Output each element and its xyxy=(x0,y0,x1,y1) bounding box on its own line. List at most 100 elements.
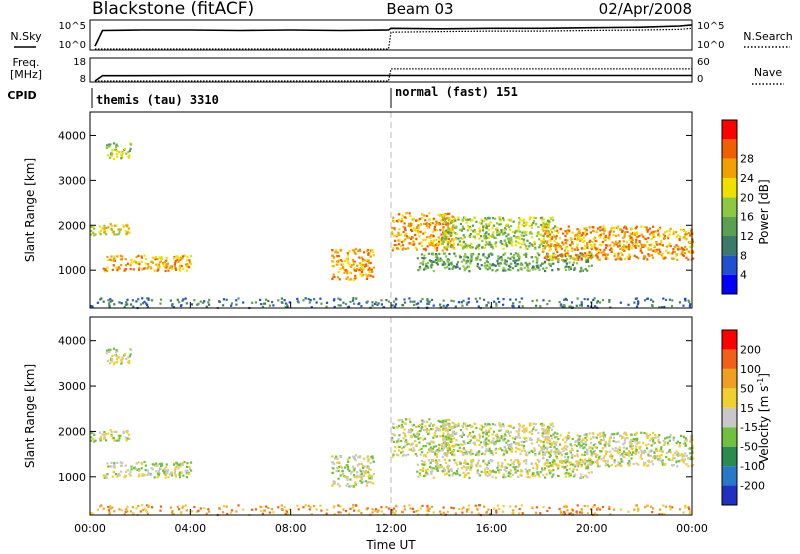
scatter-cell xyxy=(536,257,539,260)
scatter-cell xyxy=(630,453,633,456)
scatter-cell xyxy=(359,249,362,252)
scatter-cell xyxy=(127,433,130,436)
scatter-cell xyxy=(392,426,395,429)
scatter-cell xyxy=(112,259,116,262)
scatter-cell xyxy=(371,270,374,274)
scatter-cell xyxy=(110,259,113,262)
scatter-cell xyxy=(554,256,558,259)
scatter-cell xyxy=(608,441,611,444)
scatter-cell xyxy=(524,247,527,250)
scatter-cell xyxy=(541,250,544,254)
scatter-cell xyxy=(574,234,577,237)
scatter-cell xyxy=(551,269,554,272)
scatter-cell xyxy=(527,263,530,266)
scatter-cell xyxy=(612,233,615,236)
scatter-cell xyxy=(553,431,557,434)
scatter-cell xyxy=(402,230,405,234)
scatter-cell xyxy=(559,237,562,240)
scatter-cell xyxy=(419,230,422,233)
scatter-cell xyxy=(649,248,653,251)
scatter-cell xyxy=(589,450,592,453)
scatter-cell xyxy=(351,506,355,509)
scatter-cell xyxy=(427,459,430,462)
scatter-cell xyxy=(540,239,543,243)
scatter-cell xyxy=(497,461,500,464)
scatter-cell xyxy=(500,257,503,260)
scatter-cell xyxy=(454,444,457,447)
scatter-cell xyxy=(672,230,675,233)
scatter-cell xyxy=(441,263,444,266)
scatter-cell xyxy=(188,266,191,269)
scatter-cell xyxy=(372,254,375,257)
scatter-cell xyxy=(487,423,490,426)
scatter-cell xyxy=(170,511,174,514)
scatter-cell xyxy=(186,255,189,258)
scatter-cell xyxy=(539,512,542,515)
scatter-cell xyxy=(651,304,654,307)
scatter-cell xyxy=(496,437,499,440)
scatter-cell xyxy=(218,300,221,303)
scatter-cell xyxy=(586,476,589,479)
scatter-cell xyxy=(682,511,685,514)
scatter-cell xyxy=(107,302,111,305)
scatter-cell xyxy=(506,223,509,226)
scatter-cell xyxy=(338,278,341,281)
scatter-cell xyxy=(570,301,574,304)
scatter-cell xyxy=(450,261,453,264)
scatter-cell xyxy=(125,301,128,304)
scatter-cell xyxy=(449,221,452,224)
freq-unit: [MHz] xyxy=(10,68,42,81)
scatter-cell xyxy=(660,306,663,309)
scatter-cell xyxy=(159,467,162,470)
scatter-cell xyxy=(439,223,442,226)
scatter-cell xyxy=(430,440,433,443)
scatter-cell xyxy=(103,229,106,232)
scatter-cell xyxy=(113,354,116,357)
scatter-cell xyxy=(107,465,110,468)
scatter-cell xyxy=(393,300,396,303)
scatter-cell xyxy=(424,445,427,448)
scatter-cell xyxy=(401,511,405,514)
scatter-cell xyxy=(488,460,491,463)
scatter-cell xyxy=(459,237,462,240)
scatter-cell xyxy=(663,234,666,238)
scatter-cell xyxy=(145,302,148,305)
scatter-cell xyxy=(555,441,558,444)
scatter-cell xyxy=(687,232,690,235)
scatter-cell xyxy=(599,450,602,453)
scatter-cell xyxy=(450,469,453,472)
scatter-cell xyxy=(583,239,586,243)
scatter-cell xyxy=(116,267,119,270)
scatter-cell xyxy=(444,461,448,464)
scatter-cell xyxy=(449,227,452,230)
scatter-cell xyxy=(401,450,404,453)
scatter-cell xyxy=(436,263,439,266)
scatter-cell xyxy=(657,458,660,461)
scatter-cell xyxy=(411,429,414,432)
scatter-cell xyxy=(580,511,584,514)
scatter-cell xyxy=(452,426,455,429)
scatter-cell xyxy=(442,260,445,263)
scatter-cell xyxy=(147,298,150,301)
scatter-cell xyxy=(391,304,394,307)
scatter-cell xyxy=(155,256,158,259)
scatter-cell xyxy=(112,347,116,350)
scatter-cell xyxy=(465,510,469,513)
scatter-cell xyxy=(500,437,503,440)
scatter-cell xyxy=(690,249,693,252)
scatter-cell xyxy=(409,431,412,434)
scatter-cell xyxy=(663,443,666,446)
scatter-cell xyxy=(625,453,628,456)
scatter-cell xyxy=(425,421,429,424)
scatter-cell xyxy=(561,258,564,262)
scatter-cell xyxy=(422,260,425,263)
scatter-cell xyxy=(428,465,431,468)
scatter-cell xyxy=(112,466,116,469)
scatter-cell xyxy=(131,299,134,302)
scatter-cell xyxy=(400,220,403,223)
scatter-cell xyxy=(333,480,336,483)
scatter-cell xyxy=(552,440,555,444)
scatter-cell xyxy=(557,268,560,271)
scatter-cell xyxy=(639,454,643,457)
scatter-cell xyxy=(617,461,620,464)
